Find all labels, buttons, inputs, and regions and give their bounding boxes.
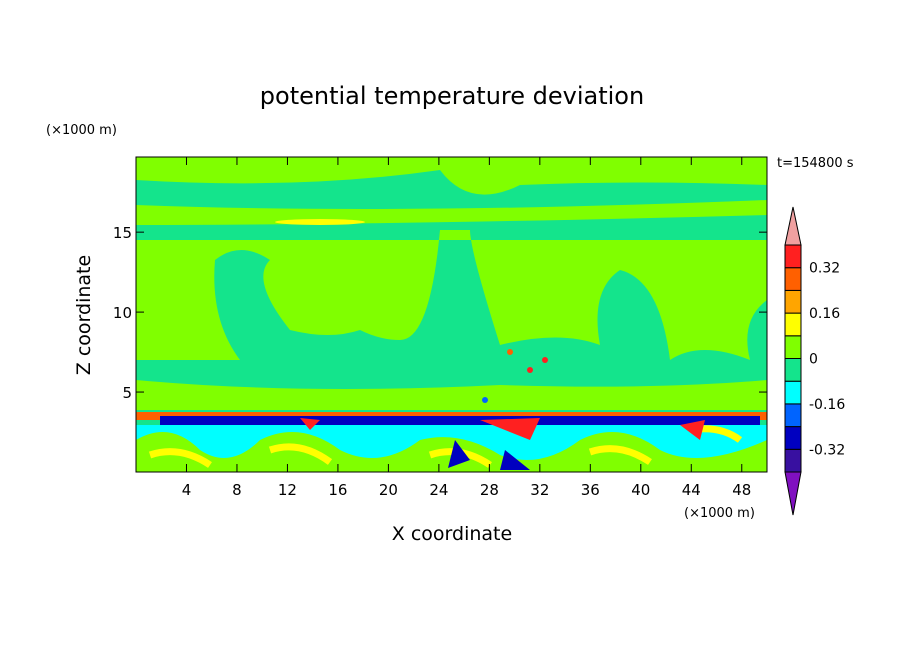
y-tick-label: 10: [113, 304, 132, 322]
x-tick-label: 44: [682, 481, 701, 499]
plot-frame: [135, 156, 768, 473]
colorbar-tick-label: 0: [809, 352, 818, 368]
colorbar-tick-label: 0.32: [809, 261, 840, 277]
x-tick-label: 20: [379, 481, 398, 499]
colorbar-box: [784, 358, 802, 382]
colorbar-box: [784, 380, 802, 405]
x-tick-label: 4: [182, 481, 192, 499]
colorbar-box: [784, 312, 802, 337]
colorbar-box: [784, 244, 802, 269]
x-tick-label: 36: [581, 481, 600, 499]
colorbar-tick-label: -0.32: [809, 442, 845, 458]
x-tick-label: 16: [328, 481, 347, 499]
colorbar-extend-low: [784, 471, 802, 516]
x-tick-label: 24: [429, 481, 448, 499]
x-axis-label: X coordinate: [392, 523, 512, 545]
y-unit: (×1000 m): [46, 123, 117, 138]
x-tick-label: 8: [232, 481, 242, 499]
contour-field: [136, 157, 767, 472]
x-unit: (×1000 m): [684, 506, 755, 521]
colorbar-box: [784, 426, 802, 450]
x-tick-label: 12: [278, 481, 297, 499]
colorbar-box: [784, 335, 802, 359]
y-tick-label: 15: [113, 224, 132, 242]
colorbar-tick-label: 0.16: [809, 306, 840, 322]
colorbar-box: [784, 403, 802, 428]
x-tick-label: 32: [530, 481, 549, 499]
colorbar-box: [784, 267, 802, 291]
colorbar-box: [784, 289, 802, 314]
chart-title: potential temperature deviation: [260, 82, 644, 110]
colorbar-tick-label: -0.16: [809, 397, 845, 413]
colorbar-extend-high: [784, 206, 802, 246]
colorbar-box: [784, 448, 802, 473]
y-tick-label: 5: [122, 384, 132, 402]
time-label: t=154800 s: [777, 156, 854, 171]
x-tick-label: 28: [480, 481, 499, 499]
y-axis-label: Z coordinate: [73, 255, 95, 375]
x-tick-label: 48: [732, 481, 751, 499]
x-tick-label: 40: [631, 481, 650, 499]
